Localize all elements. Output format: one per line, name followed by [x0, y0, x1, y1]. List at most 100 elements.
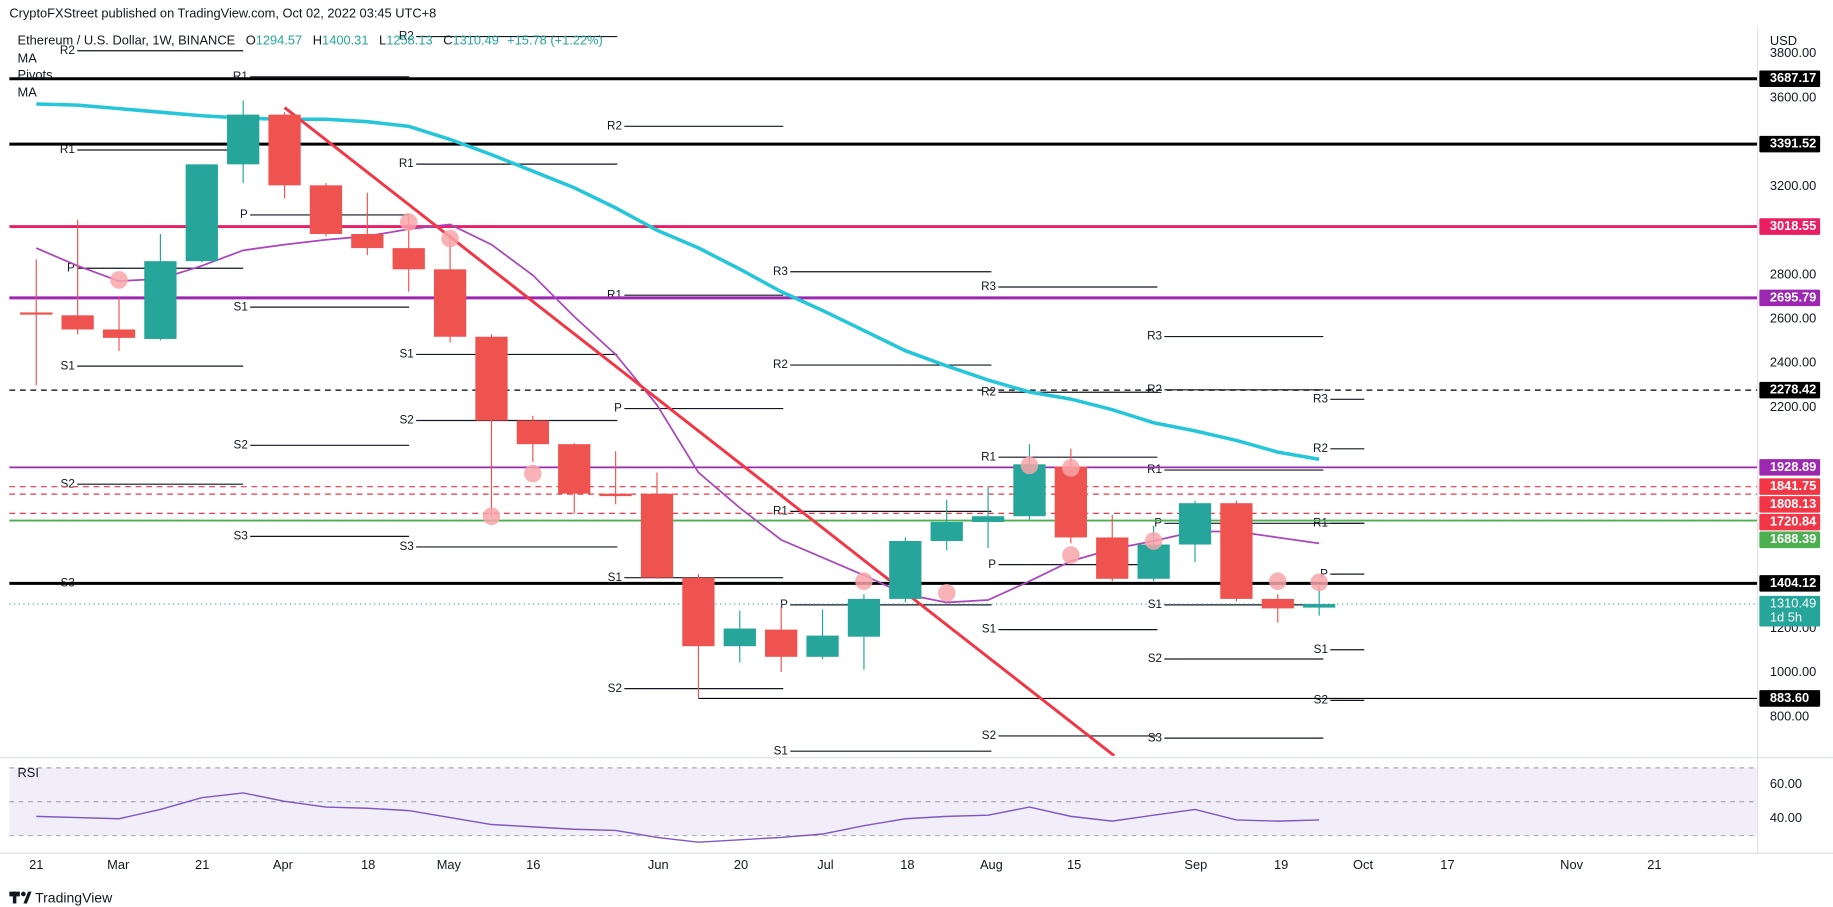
highlight	[441, 229, 459, 248]
candle-body	[1220, 503, 1253, 599]
x-tick-label: Sep	[1184, 857, 1207, 872]
level-label: 3018.55	[1770, 218, 1816, 233]
level-label-bg	[1759, 531, 1821, 549]
trendline	[283, 106, 1116, 756]
level-label: 1808.13	[1770, 496, 1816, 511]
pivot-label: S1	[399, 348, 413, 361]
symbol-title: Ethereum / U.S. Dollar, 1W, BINANCE	[18, 33, 236, 48]
pivot-label: S1	[234, 300, 248, 313]
candle-body	[309, 185, 343, 234]
highlight	[937, 584, 956, 602]
main-pane: R2 R1 P S1 S2 S3 R1 P S1 S2 S3 R2 R1 S1 S2 S3 R2 R1 P S1 S2 R…	[9, 30, 1758, 756]
x-tick-label: 21	[29, 857, 43, 872]
pivot-label: R3	[773, 265, 788, 278]
level-label-bg	[1759, 513, 1821, 531]
y-tick-label: 800.00	[1770, 708, 1809, 723]
candle-body	[806, 635, 839, 657]
x-tick-label: 20	[734, 857, 748, 872]
highlight	[1144, 532, 1163, 550]
pivot-label: R1	[607, 288, 622, 301]
candle-body	[723, 628, 756, 647]
pivot-label: S1	[1314, 643, 1328, 656]
pivot-label: R1	[233, 70, 248, 83]
candle-body	[1303, 604, 1336, 608]
candle-body	[1178, 503, 1212, 545]
pivot-label: R2	[607, 119, 622, 132]
level-label: 3687.17	[1770, 70, 1816, 85]
pivot-label: P	[1154, 516, 1162, 529]
ohlc-value: 1310.49	[453, 33, 499, 48]
x-tick-label: Oct	[1353, 857, 1373, 872]
pivot-label: P	[67, 261, 75, 274]
highlight	[399, 213, 418, 231]
level-label: 2695.79	[1770, 289, 1816, 304]
pivot-label: P	[614, 402, 622, 415]
level-label: 3391.52	[1770, 135, 1816, 150]
candle-body	[765, 629, 798, 657]
ohlc-value: 1258.13	[386, 33, 432, 48]
rsi-line	[36, 792, 1320, 843]
candle-body	[971, 516, 1005, 522]
level-label-bg	[1759, 575, 1821, 592]
candle-body	[847, 598, 881, 637]
level-label: 883.60	[1770, 690, 1809, 705]
x-tick-label: 15	[1067, 857, 1081, 872]
y-tick-label: 3800.00	[1770, 45, 1816, 60]
pivot-label: R2	[981, 385, 996, 398]
level-label-bg	[1759, 218, 1821, 235]
level-label-bg	[1759, 381, 1821, 399]
y-tick-label: 2200.00	[1770, 399, 1816, 414]
pivot-label: R1	[1313, 516, 1328, 529]
pivot-label: P	[780, 598, 788, 611]
candle-body	[144, 261, 177, 339]
x-tick-label: 21	[195, 857, 209, 872]
level-label-bg	[1759, 478, 1821, 495]
pivot-label: R2	[60, 44, 75, 57]
y-tick-label: 2800.00	[1770, 266, 1816, 281]
candle-body	[1054, 466, 1088, 538]
pivot-label: P	[1320, 567, 1328, 580]
candle-body	[1261, 598, 1294, 609]
pivot-label: S2	[608, 682, 622, 695]
last-price-bg	[1759, 595, 1821, 627]
x-tick-label: Jul	[817, 857, 833, 872]
level-label: 1404.12	[1770, 575, 1816, 590]
ohlc-label: C	[443, 33, 452, 48]
y-tick-label: 2600.00	[1770, 310, 1816, 325]
level-label-bg	[1759, 690, 1821, 707]
highlight	[1310, 573, 1328, 592]
highlight	[1269, 572, 1287, 591]
x-tick-label: 18	[900, 857, 914, 872]
brand: TradingView	[35, 889, 113, 905]
symbol-legend: Ethereum / U.S. Dollar, 1W, BINANCE O129…	[18, 33, 603, 48]
candle-body	[558, 444, 591, 494]
highlight	[1062, 458, 1080, 477]
candle-body	[889, 540, 922, 599]
candle-body	[1137, 544, 1170, 579]
pivot-label: S3	[234, 529, 249, 542]
currency: USD	[1770, 33, 1797, 48]
pivot-label: S3	[1148, 731, 1163, 744]
level-label: 1720.84	[1770, 513, 1817, 528]
pivot-label: S2	[1148, 652, 1162, 665]
level-label-bg	[1759, 496, 1821, 513]
plot-layer: R2 R1 P S1 S2 S3 R1 P S1 S2 S3 R2 R1 S1 S2 S3 R2 R1 P S1 S2 R…	[9, 30, 1821, 872]
indicator-label: MA	[18, 85, 38, 100]
candle-body	[433, 269, 467, 337]
ohlc-label: H	[313, 33, 322, 48]
candle-body	[682, 577, 715, 647]
level-label-bg	[1759, 135, 1821, 153]
ohlc-value: 1294.57	[256, 33, 302, 48]
x-tick-label: 17	[1440, 857, 1454, 872]
candle-body	[1096, 537, 1129, 579]
candle-body	[20, 312, 53, 315]
x-tick-label: May	[437, 857, 462, 872]
pivot-label: S2	[1314, 693, 1328, 706]
countdown: 1d 5h	[1770, 610, 1802, 625]
x-tick-label: Apr	[273, 857, 294, 872]
candle-body	[640, 493, 674, 578]
y-tick-label: 3200.00	[1770, 178, 1816, 193]
level-label: 1841.75	[1770, 478, 1816, 493]
candle-body	[351, 233, 384, 249]
